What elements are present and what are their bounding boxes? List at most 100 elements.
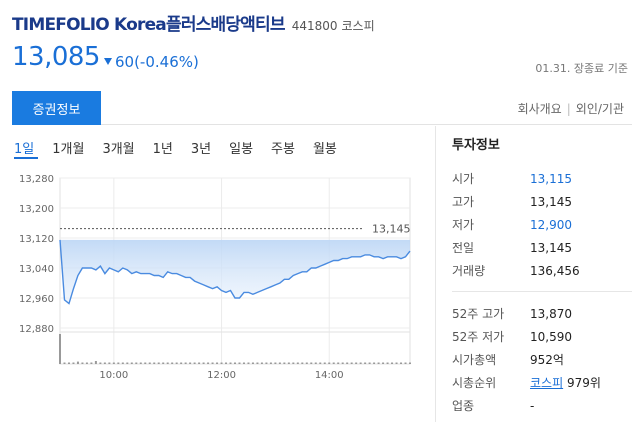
info-row-prev-close: 전일 13,145 bbox=[452, 236, 636, 259]
volume-bar bbox=[296, 362, 299, 364]
volume-bar bbox=[256, 362, 259, 364]
volume-bar bbox=[202, 362, 205, 364]
period-active-indicator bbox=[14, 157, 38, 159]
volume-bar bbox=[108, 362, 111, 364]
info-row-52w-high: 52주 고가 13,870 bbox=[452, 302, 636, 325]
period-3year[interactable]: 3년 bbox=[190, 142, 212, 157]
volume-bar bbox=[391, 362, 394, 364]
volume-bar bbox=[409, 362, 411, 364]
intraday-chart[interactable]: 13,280 13,200 13,120 13,040 12,960 12,880 10:0… bbox=[0, 168, 430, 420]
volume-bar bbox=[301, 362, 304, 364]
volume-bar bbox=[67, 362, 70, 364]
tab-securities-info[interactable]: 증권정보 bbox=[12, 91, 101, 125]
market-label: 코스피 bbox=[341, 19, 375, 33]
price-change: 60(-0.46%) bbox=[103, 52, 199, 71]
volume-bar bbox=[234, 362, 236, 364]
period-daily[interactable]: 일봉 bbox=[229, 142, 254, 157]
y-tick-label: 13,200 bbox=[19, 204, 54, 215]
volume-bar bbox=[386, 362, 389, 364]
tab-links: 회사개요 | 외인/기관 bbox=[518, 100, 624, 117]
period-1year[interactable]: 1년 bbox=[152, 142, 173, 157]
volume-bar bbox=[404, 362, 407, 364]
volume-bar bbox=[166, 362, 169, 364]
info-key: 시가 bbox=[452, 172, 475, 186]
period-3month[interactable]: 3개월 bbox=[102, 142, 135, 157]
tab-company-overview[interactable]: 회사개요 bbox=[517, 102, 562, 116]
volume-bar bbox=[251, 362, 254, 364]
price-row: 13,085 60(-0.46%) bbox=[12, 42, 199, 72]
tab-separator: | bbox=[566, 102, 571, 116]
tab-foreign-institution[interactable]: 외인/기관 bbox=[575, 102, 624, 116]
rank-value: 979위 bbox=[566, 376, 601, 390]
volume-bar bbox=[180, 362, 183, 364]
volume-bar bbox=[72, 362, 75, 364]
volume-bar bbox=[292, 362, 295, 364]
volume-bar bbox=[139, 362, 142, 364]
volume-bar bbox=[153, 362, 156, 364]
chart-panel: 1일 1개월 3개월 1년 3년 일봉 주봉 월봉 13,280 13,200 13… bbox=[0, 126, 436, 422]
y-tick-label: 12,960 bbox=[19, 294, 54, 305]
volume-bar bbox=[247, 362, 250, 364]
volume-bar bbox=[76, 361, 79, 364]
volume-bar bbox=[373, 362, 376, 364]
stock-header: TIMEFOLIO Korea플러스배당액티브 441800 코스피 bbox=[12, 10, 375, 35]
volume-bar bbox=[368, 362, 371, 364]
volume-bar bbox=[395, 362, 398, 364]
info-value: 12,900 bbox=[530, 217, 572, 232]
volume-bar bbox=[332, 362, 335, 364]
info-value: 13,115 bbox=[530, 171, 572, 186]
period-1month[interactable]: 1개월 bbox=[52, 142, 85, 157]
info-key: 시총순위 bbox=[452, 376, 497, 390]
kospi-link[interactable]: 코스피 bbox=[530, 376, 564, 390]
volume-bar bbox=[162, 362, 165, 364]
volume-bar bbox=[377, 362, 380, 364]
period-weekly[interactable]: 주봉 bbox=[271, 142, 295, 157]
info-value: 13,870 bbox=[530, 306, 572, 321]
volume-bar bbox=[85, 362, 88, 364]
volume-bar bbox=[189, 362, 192, 364]
volume-bar bbox=[229, 362, 232, 364]
info-row-high: 고가 13,145 bbox=[452, 190, 636, 213]
volume-bar bbox=[355, 362, 358, 364]
volume-bar bbox=[81, 362, 84, 364]
price-line bbox=[59, 239, 411, 305]
volume-bar bbox=[341, 362, 344, 364]
x-tick-label: 10:00 bbox=[99, 370, 128, 381]
period-1day[interactable]: 1일 bbox=[14, 142, 35, 157]
volume-bar bbox=[157, 362, 160, 364]
volume-bar bbox=[103, 362, 106, 364]
volume-bar bbox=[207, 362, 210, 364]
volume-bar bbox=[198, 362, 201, 364]
volume-bar bbox=[305, 362, 308, 364]
period-monthly[interactable]: 월봉 bbox=[312, 142, 337, 157]
volume-bar bbox=[382, 362, 385, 364]
volume-bar bbox=[274, 362, 277, 364]
info-value: 952억 bbox=[530, 353, 564, 367]
volume-bar bbox=[184, 362, 187, 364]
market-status: 01.31. 장종료 기준 bbox=[535, 62, 628, 75]
info-divider bbox=[452, 291, 632, 292]
volume-bar bbox=[269, 362, 272, 364]
volume-bar bbox=[337, 362, 340, 364]
stock-name[interactable]: TIMEFOLIO Korea플러스배당액티브 bbox=[12, 15, 286, 35]
down-arrow-icon bbox=[103, 58, 112, 65]
info-row-market-cap-rank: 시총순위 코스피 979위 bbox=[452, 371, 636, 394]
volume-bar bbox=[287, 362, 290, 364]
volume-bar bbox=[193, 362, 196, 364]
volume-bar bbox=[121, 362, 124, 364]
volume-bar bbox=[59, 334, 61, 364]
volume-bar bbox=[90, 362, 93, 364]
volume-bar bbox=[144, 362, 147, 364]
volume-bar bbox=[63, 362, 66, 364]
x-tick-label: 14:00 bbox=[315, 370, 344, 381]
volume-bar bbox=[130, 362, 133, 364]
volume-bar bbox=[148, 362, 151, 364]
info-key: 업종 bbox=[452, 399, 475, 413]
volume-bar bbox=[359, 362, 362, 364]
volume-bar bbox=[99, 362, 102, 364]
price-change-value: 60(-0.46%) bbox=[114, 52, 199, 71]
volume-bar bbox=[323, 362, 326, 364]
y-tick-label: 13,040 bbox=[19, 264, 54, 275]
volume-bar bbox=[364, 362, 367, 364]
investment-info-panel: 투자정보 시가 13,115 고가 13,145 저가 12,900 전일 13,145 거래량… bbox=[452, 134, 636, 417]
